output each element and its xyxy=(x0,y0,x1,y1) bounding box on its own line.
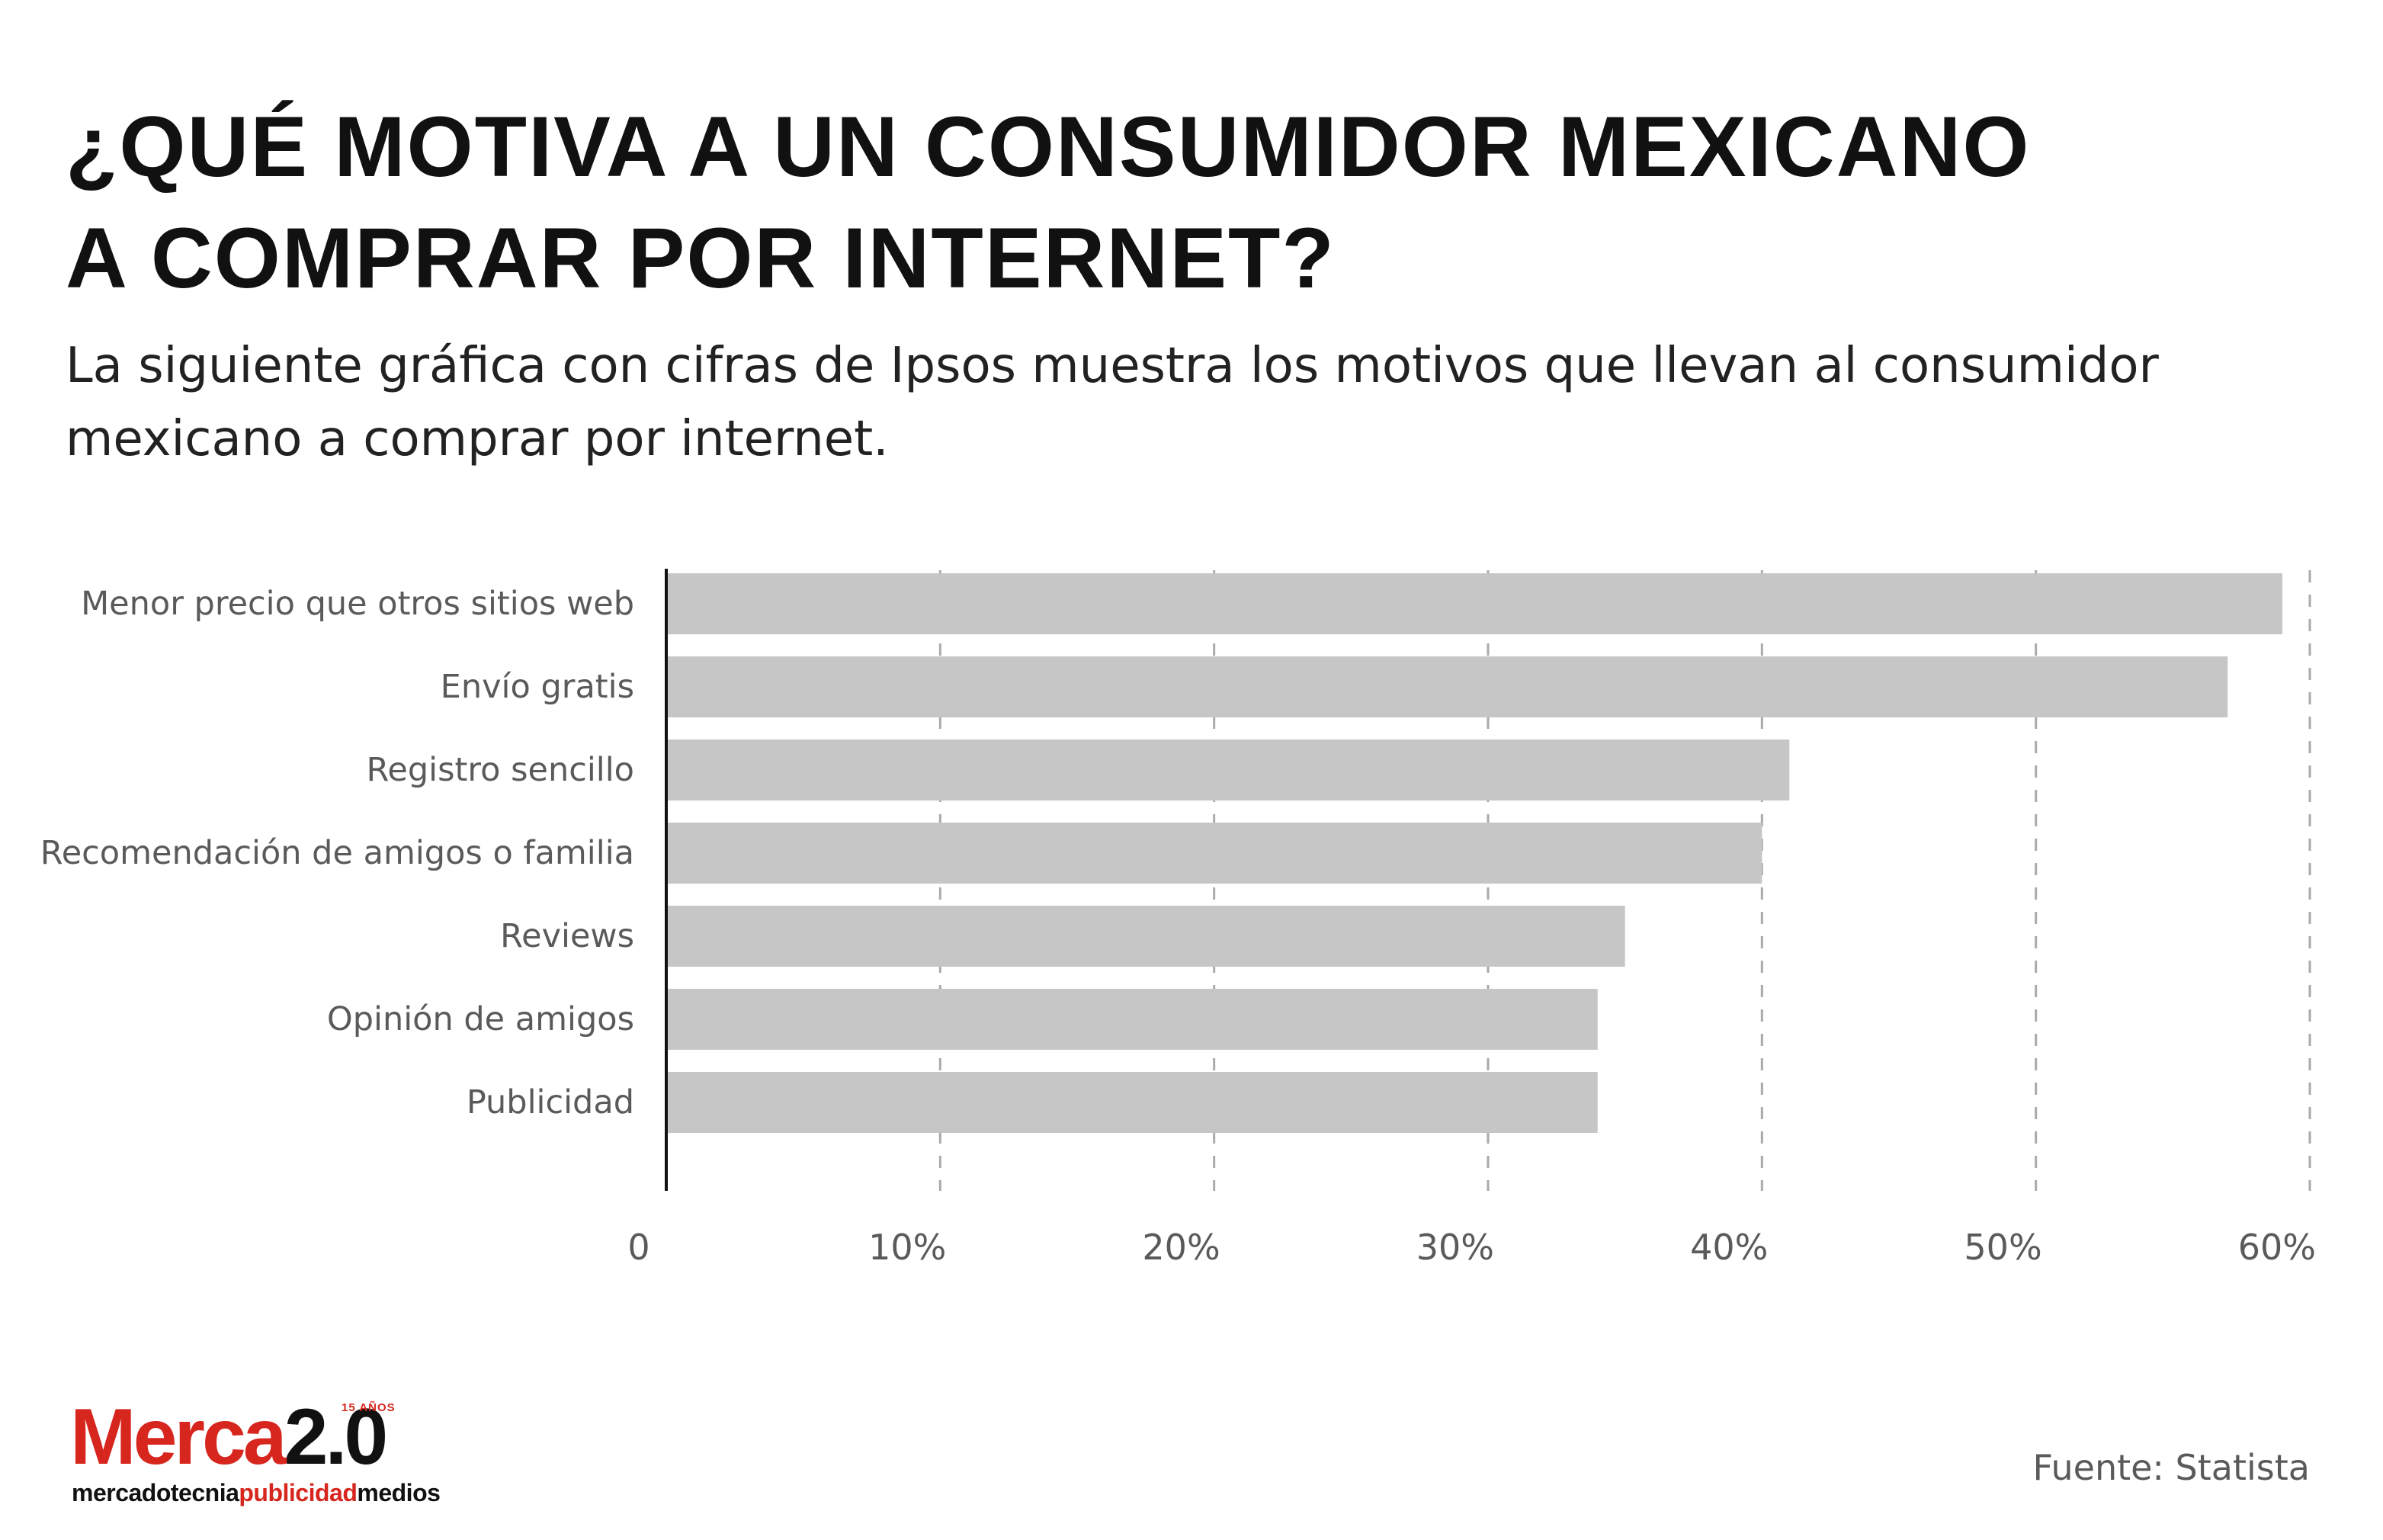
x-tick-label: 0 xyxy=(627,1227,649,1268)
category-label: Registro sencillo xyxy=(366,751,634,789)
x-tick-label: 60% xyxy=(2238,1227,2316,1268)
x-tick-label: 50% xyxy=(1964,1227,2041,1268)
source-note: Fuente: Statista xyxy=(2032,1447,2310,1488)
chart-subtitle: La siguiente gráfica con cifras de Ipsos… xyxy=(66,338,2159,467)
x-tick-label: 10% xyxy=(868,1227,946,1268)
category-label: Envío gratis xyxy=(441,668,634,706)
category-label: Publicidad xyxy=(467,1083,634,1121)
category-label: Reviews xyxy=(500,917,634,955)
logo-wordmark: Merca2.0 xyxy=(70,1393,389,1481)
title-line-2: A COMPRAR POR INTERNET? xyxy=(66,210,1336,306)
logo-tag-1: mercadotecnia xyxy=(72,1479,239,1506)
logo-tagline: mercadotecniapublicidadmedios xyxy=(72,1479,441,1507)
chart-title: ¿QUÉ MOTIVA A UN CONSUMIDOR MEXICANO A C… xyxy=(66,91,2276,314)
merca-logo: Merca2.0 15 AÑOS mercadotecniapublicidad… xyxy=(70,1393,441,1510)
logo-tag-3: medios xyxy=(357,1479,441,1506)
title-line-1: ¿QUÉ MOTIVA A UN CONSUMIDOR MEXICANO xyxy=(66,99,2031,194)
x-tick-label: 30% xyxy=(1416,1227,1494,1268)
logo-number: 2.0 xyxy=(284,1393,389,1481)
x-tick-label: 20% xyxy=(1142,1227,1220,1268)
bar xyxy=(666,1072,1598,1133)
bar xyxy=(666,989,1598,1050)
category-label: Recomendación de amigos o familia xyxy=(40,834,634,872)
bar xyxy=(666,573,2283,634)
x-tick-label: 40% xyxy=(1690,1227,1768,1268)
logo-badge: 15 AÑOS xyxy=(342,1401,396,1414)
bar xyxy=(666,906,1625,967)
logo-tag-2: publicidad xyxy=(239,1479,358,1506)
category-label: Opinión de amigos xyxy=(327,1000,634,1038)
bar xyxy=(666,656,2228,717)
logo-word: Merca xyxy=(70,1393,287,1481)
category-label: Menor precio que otros sitios web xyxy=(81,585,634,623)
bar xyxy=(666,823,1762,884)
bar xyxy=(666,740,1790,800)
bar-chart: Menor precio que otros sitios web Envío g… xyxy=(40,569,2316,1268)
